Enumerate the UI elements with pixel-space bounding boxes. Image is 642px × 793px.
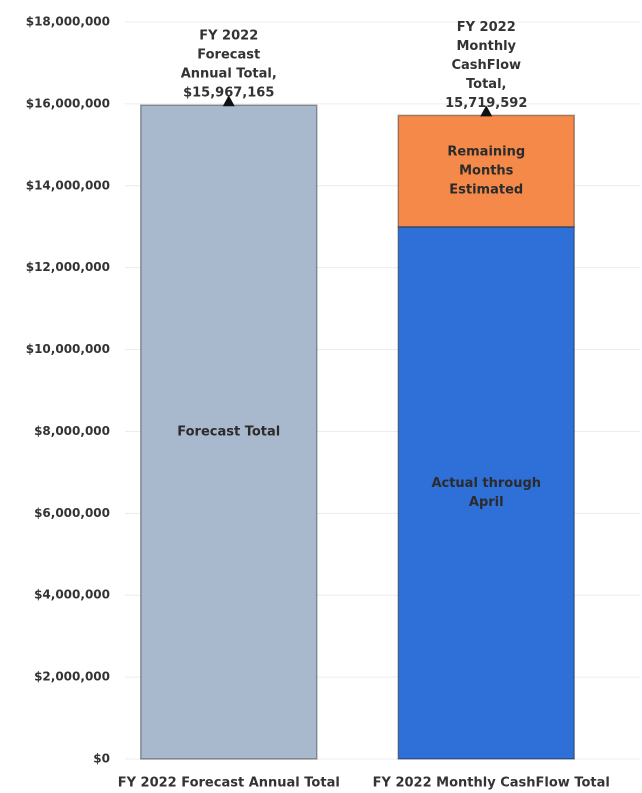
annotation: $15,967,165 <box>183 86 274 101</box>
annotation: FY 2022 <box>457 20 516 35</box>
y-tick-label: $2,000,000 <box>34 670 110 684</box>
annotation: Monthly <box>456 39 516 54</box>
y-tick-label: $12,000,000 <box>26 260 110 274</box>
bar-segment <box>397 225 575 760</box>
y-tick-label: $4,000,000 <box>34 588 110 602</box>
y-tick-label: $6,000,000 <box>34 506 110 520</box>
annotation: 15,719,592 <box>445 96 527 111</box>
x-tick-label: FY 2022 Monthly CashFlow Total <box>373 776 610 791</box>
y-tick-label: $18,000,000 <box>26 15 110 29</box>
segment-label: Forecast Total <box>177 424 281 440</box>
annotation: Annual Total, <box>181 67 277 82</box>
segment-label: Actual through April <box>431 475 542 510</box>
x-tick-label: FY 2022 Forecast Annual Total <box>118 776 340 791</box>
bar-segment <box>397 114 575 228</box>
y-tick-label: $10,000,000 <box>26 342 110 356</box>
y-tick-label: $0 <box>93 752 110 766</box>
y-tick-label: $14,000,000 <box>26 178 110 192</box>
y-tick-label: $16,000,000 <box>26 96 110 110</box>
annotation: Forecast <box>197 48 260 63</box>
annotation: FY 2022 <box>199 29 258 44</box>
annotation: CashFlow <box>451 58 521 73</box>
y-tick-label: $8,000,000 <box>34 424 110 438</box>
annotation: Total, <box>466 77 506 92</box>
segment-label: Remaining Months Estimated <box>447 144 526 198</box>
total-marker <box>480 105 493 117</box>
total-marker <box>222 95 235 107</box>
